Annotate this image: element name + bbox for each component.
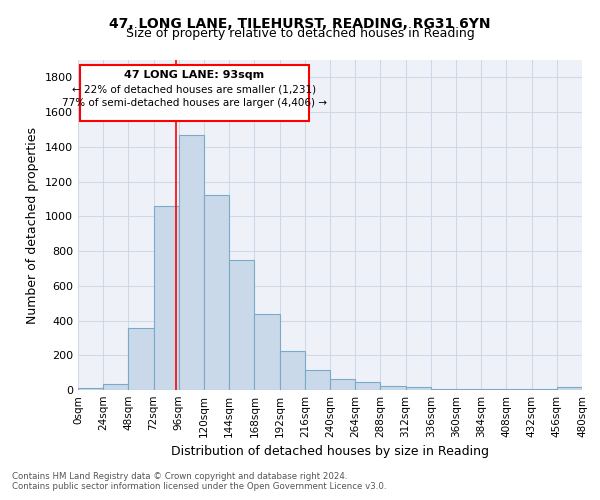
Text: Contains public sector information licensed under the Open Government Licence v3: Contains public sector information licen… bbox=[12, 482, 386, 491]
Bar bbox=[380, 386, 406, 390]
Bar bbox=[229, 260, 254, 390]
Bar bbox=[254, 314, 280, 390]
Bar bbox=[179, 134, 204, 390]
Bar bbox=[128, 328, 154, 390]
Bar bbox=[330, 379, 355, 390]
Bar bbox=[431, 388, 456, 390]
Bar bbox=[456, 389, 481, 390]
Bar bbox=[481, 389, 506, 390]
Bar bbox=[204, 196, 229, 390]
Bar bbox=[280, 352, 305, 390]
Text: Size of property relative to detached houses in Reading: Size of property relative to detached ho… bbox=[125, 28, 475, 40]
X-axis label: Distribution of detached houses by size in Reading: Distribution of detached houses by size … bbox=[171, 446, 489, 458]
Text: 47, LONG LANE, TILEHURST, READING, RG31 6YN: 47, LONG LANE, TILEHURST, READING, RG31 … bbox=[109, 18, 491, 32]
Text: Contains HM Land Registry data © Crown copyright and database right 2024.: Contains HM Land Registry data © Crown c… bbox=[12, 472, 347, 481]
Bar bbox=[355, 382, 380, 390]
Bar bbox=[78, 388, 103, 390]
Bar bbox=[103, 384, 128, 390]
Bar bbox=[305, 370, 330, 390]
Text: 47 LONG LANE: 93sqm: 47 LONG LANE: 93sqm bbox=[124, 70, 265, 81]
Y-axis label: Number of detached properties: Number of detached properties bbox=[26, 126, 40, 324]
Text: 77% of semi-detached houses are larger (4,406) →: 77% of semi-detached houses are larger (… bbox=[62, 98, 327, 108]
Bar bbox=[154, 206, 179, 390]
Text: ← 22% of detached houses are smaller (1,231): ← 22% of detached houses are smaller (1,… bbox=[73, 84, 317, 94]
Bar bbox=[557, 388, 582, 390]
Bar bbox=[406, 386, 431, 390]
FancyBboxPatch shape bbox=[80, 65, 309, 121]
